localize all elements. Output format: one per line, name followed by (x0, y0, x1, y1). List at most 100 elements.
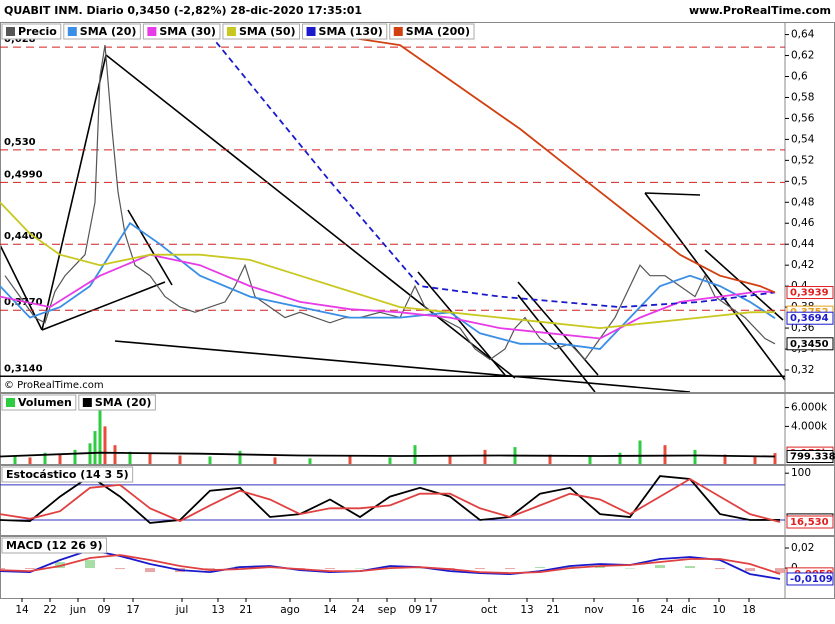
y-tick-label: 0,36 (791, 322, 815, 334)
x-tick-label: sep (378, 604, 397, 616)
volume-bar (208, 456, 212, 464)
macd-histogram-bar (715, 568, 725, 570)
macd-histogram-bar (385, 566, 395, 569)
legend-label: SMA (30) (159, 25, 216, 38)
x-tick-label: 21 (546, 604, 559, 616)
y-tick-label: 0,5 (791, 175, 808, 187)
x-tick-label: 10 (712, 604, 725, 616)
last-value-label: 16,530 (790, 517, 829, 528)
legend-swatch (82, 398, 92, 407)
volume-bar (308, 458, 312, 464)
y-tick-label: 0,6 (791, 71, 808, 83)
legend-entry: SMA (130) (302, 23, 388, 40)
legend-box (222, 23, 301, 40)
x-tick-label: 09 (408, 604, 421, 616)
legend-box (142, 23, 221, 40)
y-tick-label: 100 (791, 467, 811, 479)
volume-bar (483, 449, 487, 464)
macd-histogram-bar (85, 560, 95, 569)
macd-histogram-bar (655, 565, 665, 569)
level-label: 0,3770 (4, 297, 43, 308)
y-tick-label: 0,02 (791, 542, 814, 554)
legend-box (1, 394, 77, 411)
volume-bar (98, 402, 102, 464)
macd-histogram-bar (205, 568, 215, 571)
volume-bar (448, 455, 452, 464)
x-tick-label: ago (280, 604, 300, 616)
volume-bar (43, 452, 47, 464)
y-tick-label: 0,42 (791, 259, 814, 271)
legend-entry: Volumen (1, 394, 77, 411)
last-value-label: 799.338 (790, 451, 835, 462)
volume-bar (148, 453, 152, 464)
x-tick-label: 21 (239, 604, 252, 616)
last-value-box (786, 449, 834, 463)
last-value-box (786, 572, 834, 586)
x-tick-label: 14 (15, 604, 29, 616)
legend-swatch (6, 27, 15, 36)
volume-bar (548, 454, 552, 464)
volume-bar (238, 450, 242, 464)
series-line (0, 475, 781, 524)
macd-histogram-bar (775, 568, 785, 574)
legend-entry: SMA (30) (142, 23, 221, 40)
volume-bar (588, 455, 592, 464)
x-tick-label: dic (681, 604, 697, 616)
volume-bar (58, 454, 62, 464)
volume-bar (128, 451, 132, 464)
legend-label: SMA (130) (319, 25, 383, 38)
series-line (0, 451, 776, 458)
y-tick-label: 0,56 (791, 112, 815, 124)
y-tick-label: 0,54 (791, 133, 815, 145)
legend-box (302, 23, 388, 40)
volume-bar (638, 440, 642, 464)
series-line (0, 201, 776, 330)
y-tick-label: 0,64 (791, 29, 815, 41)
y-tick-label: 0,32 (791, 364, 814, 376)
legend-swatch (147, 27, 157, 36)
volume-bar (178, 455, 182, 464)
x-tick-label: 13 (211, 604, 224, 616)
last-value-box (786, 311, 834, 325)
volume-bar (13, 455, 17, 464)
legend-box (63, 23, 141, 40)
legend-label: Estocástico (14 3 5) (6, 468, 129, 481)
volume-bar (93, 431, 97, 464)
volume-bar (663, 445, 667, 464)
volume-bar (388, 457, 392, 464)
x-tick-label: oct (481, 604, 497, 616)
site-link[interactable]: www.ProRealTime.com (689, 4, 831, 17)
series-line (0, 477, 781, 523)
y-tick-label: 0,52 (791, 154, 814, 166)
volume-bar (103, 426, 107, 464)
y-tick-label: 0,46 (791, 217, 815, 229)
y-tick-label: 0,62 (791, 50, 814, 62)
volume-bar (113, 445, 117, 464)
last-value-box (786, 515, 834, 529)
level-label: 0,628 (4, 34, 36, 45)
legend-swatch (393, 27, 403, 36)
legend-swatch (67, 27, 77, 36)
series-line (0, 554, 781, 575)
legend-entry: SMA (20) (78, 394, 156, 411)
legend-label: SMA (20) (80, 25, 137, 38)
macd-histogram-bar (325, 568, 335, 570)
trendlines (0, 54, 786, 393)
x-tick-label: 16 (631, 604, 645, 616)
volume-bar (773, 453, 777, 464)
macd-histogram-bar (115, 568, 125, 570)
x-tick-label: 22 (43, 604, 56, 616)
series-line (329, 33, 776, 294)
legend-label: Precio (18, 25, 57, 38)
legend-swatch (306, 27, 316, 36)
last-value-label: 0,3694 (790, 313, 829, 324)
x-tick-label: 14 (323, 604, 337, 616)
macd-histogram-bar (505, 568, 515, 570)
last-value-label: 0,3939 (790, 288, 829, 299)
legend-box (1, 23, 62, 40)
y-tick-label: 4.000k (791, 420, 828, 432)
macd-histogram-bar (565, 566, 575, 569)
x-tick-label: nov (584, 604, 603, 616)
last-value-label: 0,3450 (790, 339, 829, 350)
legend-box (1, 537, 107, 554)
